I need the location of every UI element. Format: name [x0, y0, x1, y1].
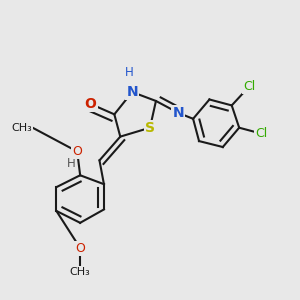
Text: Cl: Cl	[255, 127, 268, 140]
Text: Cl: Cl	[243, 80, 256, 93]
Text: H: H	[125, 66, 134, 79]
Text: N: N	[126, 85, 138, 99]
Text: N: N	[172, 106, 184, 120]
Text: O: O	[85, 97, 97, 111]
Text: O: O	[75, 242, 85, 255]
Text: CH₃: CH₃	[70, 267, 91, 277]
Text: O: O	[72, 145, 82, 158]
Text: CH₃: CH₃	[12, 123, 33, 133]
Text: S: S	[145, 121, 155, 135]
Text: H: H	[67, 157, 76, 170]
